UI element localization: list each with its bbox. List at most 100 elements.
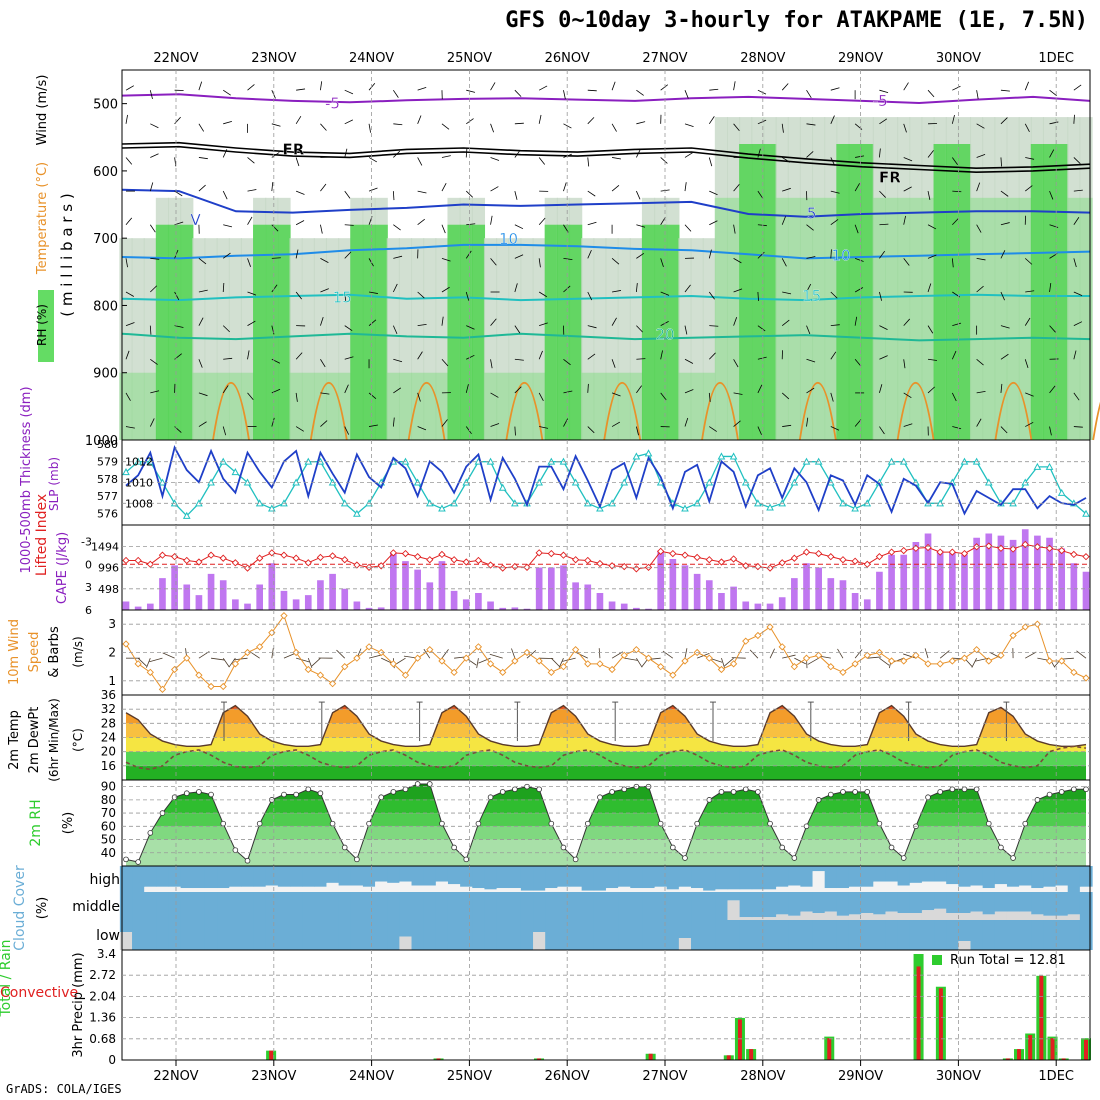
rh-marker [499, 789, 506, 795]
cloud-bar-middle [338, 892, 352, 920]
wind-barb [392, 417, 395, 427]
wind-barb [344, 251, 352, 259]
wind-speed-marker [304, 665, 312, 674]
wind-barb [441, 419, 448, 427]
boundary-layer-contour [701, 382, 739, 441]
cloud-bar-high [654, 866, 668, 887]
lifted-index-marker [1082, 553, 1090, 561]
wind-barb [709, 220, 718, 226]
cloud-bar-low [156, 920, 170, 950]
cape-bar [183, 584, 191, 610]
cloud-gap-high [460, 886, 473, 892]
cape-bar [462, 599, 470, 610]
wind-barb [587, 353, 596, 360]
boundary-layer-contour [212, 382, 250, 441]
rh-marker [451, 844, 457, 851]
rh-shade-green [459, 224, 473, 440]
wind-speed-marker [122, 640, 130, 648]
cloud-bar-low [1079, 920, 1093, 950]
wind-barb [1024, 359, 1029, 368]
ylabel-speed: Speed [27, 632, 42, 673]
wind-barb-10m [724, 657, 734, 667]
cloud-bar-high [241, 866, 255, 887]
wind-barb [344, 119, 353, 125]
wind-barb-10m [311, 657, 321, 667]
rh-shade-green [411, 372, 425, 440]
wind-barb [490, 157, 500, 161]
isotherm-label: FR [282, 140, 304, 158]
cloud-bar-high [812, 866, 826, 872]
wind-barb [587, 383, 589, 393]
rh-band [126, 783, 1086, 787]
cloud-bar-high [994, 866, 1008, 885]
wind-barb [149, 418, 155, 427]
wind-barb [1024, 258, 1033, 265]
wind-barb [514, 254, 524, 259]
rh-shade-green [654, 224, 668, 440]
rh-marker [852, 789, 858, 795]
cape-bar [961, 554, 968, 610]
wind-barb [344, 384, 349, 394]
wind-barb [611, 258, 620, 265]
wind-barb [1025, 290, 1035, 293]
wind-barb [660, 291, 670, 296]
cloud-gap-high [192, 888, 206, 892]
cloud-bar-low [302, 920, 315, 950]
wind-barb [271, 257, 281, 259]
date-label-top: 23NOV [251, 51, 296, 66]
wind-barb [1024, 123, 1030, 132]
cloud-bar-high [715, 866, 729, 890]
slp-tick-label: 1012 [125, 456, 153, 469]
cape-bar [766, 603, 774, 610]
wind-barb [1000, 353, 1009, 360]
slp-marker [231, 468, 240, 476]
cloud-bar-low [982, 920, 996, 950]
dewpoint-line [125, 745, 1087, 771]
date-label-bottom: 22NOV [153, 1069, 198, 1084]
precip-convective-bar [648, 1053, 653, 1060]
wind-barb [1000, 190, 1009, 197]
wind-barb [223, 120, 232, 125]
wind-barb [563, 390, 573, 394]
temp-tick-label: 24 [101, 731, 116, 745]
cape-bar [365, 607, 373, 610]
wind-barb [781, 319, 790, 326]
wind-barb [150, 153, 159, 158]
wind-barb [368, 157, 378, 163]
cloud-bar-high [253, 866, 267, 887]
slp-marker [632, 452, 641, 460]
cloud-bar-high [338, 866, 352, 886]
cloud-bar-high [934, 866, 947, 882]
rh-shade-green [629, 372, 644, 440]
credit-label: GrADS: COLA/IGES [6, 1082, 122, 1096]
rh-shade-green [593, 372, 607, 440]
cape-tick-label: 996 [98, 562, 119, 575]
cloud-bar-low [861, 920, 874, 950]
cloud-bar-low [253, 920, 267, 950]
cloud-bar-low [751, 920, 765, 950]
cape-bar [304, 595, 312, 610]
wind-barb-10m [146, 658, 151, 668]
cape-bar [134, 606, 142, 610]
slp-marker [644, 449, 653, 457]
wind-speed-marker [936, 660, 944, 668]
date-label-top: 22NOV [153, 51, 198, 66]
wind-barb [854, 224, 859, 234]
wind-barb [903, 392, 912, 399]
wind-barb [684, 325, 688, 335]
cloud-bar-middle [460, 892, 473, 920]
cloud-bar-middle [435, 892, 449, 920]
wind-barb [198, 421, 207, 427]
lifted-index-marker [742, 562, 750, 570]
lifted-index-marker [669, 549, 677, 558]
wind-barb [417, 218, 425, 226]
ylabel-celsius: (°C) [71, 728, 85, 752]
wind-barb-10m [137, 657, 147, 667]
wind-barb [1025, 392, 1034, 397]
wind-barb [344, 89, 354, 95]
rh-shade-green [240, 372, 255, 440]
cloud-bar-high [605, 866, 619, 889]
cape-bar [827, 578, 835, 610]
cloud-bar-high [703, 866, 716, 891]
cloud-bar-low [399, 920, 413, 937]
